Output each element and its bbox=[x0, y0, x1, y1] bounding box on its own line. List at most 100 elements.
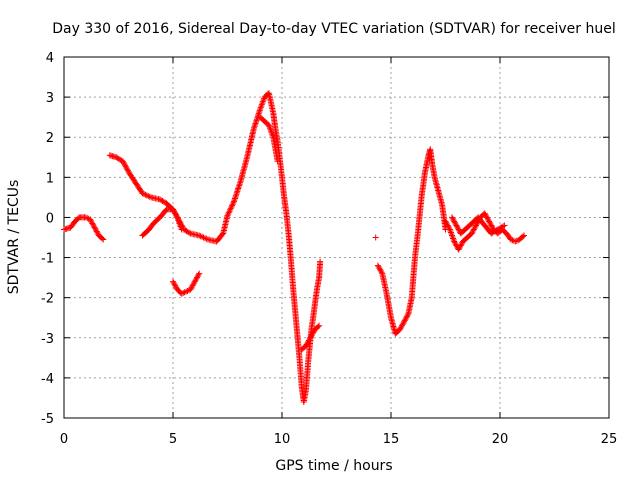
data-point bbox=[227, 205, 234, 212]
data-point bbox=[188, 285, 195, 292]
data-points bbox=[61, 90, 527, 405]
data-point bbox=[509, 237, 516, 244]
data-point bbox=[178, 221, 184, 228]
data-point bbox=[450, 217, 457, 224]
data-point bbox=[196, 232, 203, 239]
data-point bbox=[174, 214, 181, 221]
chart-title: Day 330 of 2016, Sidereal Day-to-day VTE… bbox=[52, 21, 615, 37]
data-point bbox=[139, 190, 146, 197]
data-point bbox=[274, 158, 281, 165]
data-point bbox=[145, 193, 152, 200]
data-point bbox=[404, 312, 411, 318]
data-point bbox=[500, 223, 507, 230]
data-point bbox=[180, 290, 187, 296]
data-point bbox=[378, 269, 385, 276]
data-point bbox=[308, 333, 315, 340]
data-point bbox=[519, 233, 526, 240]
data-point bbox=[376, 265, 383, 272]
data-point bbox=[452, 221, 459, 228]
data-point bbox=[454, 225, 461, 232]
data-point bbox=[172, 210, 179, 217]
data-point bbox=[487, 221, 494, 228]
data-point bbox=[468, 230, 475, 237]
data-point bbox=[87, 216, 94, 223]
data-point bbox=[457, 242, 464, 249]
data-point bbox=[403, 314, 410, 321]
data-point bbox=[123, 165, 130, 171]
data-point bbox=[482, 211, 489, 218]
data-point bbox=[177, 219, 184, 226]
data-point bbox=[122, 163, 129, 170]
data-point bbox=[398, 324, 405, 331]
data-point bbox=[455, 226, 462, 233]
data-point bbox=[90, 223, 97, 230]
y-tick-label: 0 bbox=[46, 211, 54, 226]
data-point bbox=[171, 281, 178, 288]
data-point bbox=[175, 215, 182, 222]
data-point bbox=[225, 209, 232, 216]
y-axis-label: SDTVAR / TECUs bbox=[6, 180, 22, 295]
data-point bbox=[194, 274, 200, 281]
y-tick-label: -3 bbox=[41, 332, 54, 347]
data-point bbox=[186, 229, 193, 236]
data-point bbox=[305, 338, 312, 345]
data-point bbox=[229, 202, 236, 209]
x-axis-label: GPS time / hours bbox=[275, 458, 392, 474]
data-point bbox=[316, 322, 323, 329]
data-point bbox=[225, 211, 232, 217]
y-tick-label: 3 bbox=[46, 91, 54, 106]
y-tick-label: -4 bbox=[41, 372, 54, 387]
x-tick-label: 15 bbox=[383, 432, 400, 447]
data-point bbox=[183, 288, 190, 295]
data-point bbox=[226, 208, 233, 215]
y-tick-label: 4 bbox=[46, 51, 54, 66]
data-point bbox=[196, 270, 203, 277]
data-point bbox=[521, 232, 527, 239]
data-point bbox=[193, 275, 200, 282]
grid bbox=[64, 57, 609, 418]
data-point bbox=[485, 217, 492, 224]
x-tick-label: 0 bbox=[60, 432, 68, 447]
data-point bbox=[404, 313, 410, 320]
data-point bbox=[171, 209, 178, 216]
x-tick-label: 25 bbox=[601, 432, 618, 447]
data-point bbox=[372, 234, 379, 241]
data-point bbox=[100, 236, 107, 243]
data-point bbox=[228, 204, 235, 210]
data-point bbox=[400, 320, 407, 327]
y-tick-label: -1 bbox=[41, 252, 54, 267]
data-point bbox=[191, 280, 198, 286]
y-tick-label: -2 bbox=[41, 292, 54, 307]
data-point bbox=[202, 235, 208, 242]
x-tick-label: 10 bbox=[274, 432, 291, 447]
y-tick-label: -5 bbox=[41, 412, 54, 427]
data-point bbox=[471, 225, 478, 232]
data-point bbox=[229, 201, 236, 208]
data-point bbox=[315, 323, 321, 330]
data-point bbox=[87, 217, 94, 224]
plot-frame bbox=[63, 56, 610, 419]
data-point bbox=[99, 235, 106, 242]
data-point bbox=[303, 342, 309, 349]
data-point bbox=[444, 222, 451, 229]
data-point bbox=[120, 159, 127, 166]
data-point bbox=[93, 227, 99, 234]
data-point bbox=[472, 223, 479, 230]
data-point bbox=[455, 246, 462, 253]
data-point bbox=[119, 158, 126, 165]
data-point bbox=[469, 229, 476, 236]
data-point bbox=[512, 238, 519, 245]
data-point bbox=[224, 212, 231, 219]
data-point bbox=[199, 233, 206, 240]
data-point bbox=[444, 221, 450, 228]
y-tick-label: 2 bbox=[46, 131, 54, 146]
data-point bbox=[172, 282, 179, 289]
data-point bbox=[90, 221, 97, 228]
x-tick-label: 5 bbox=[169, 432, 177, 447]
data-point bbox=[84, 215, 91, 222]
data-point bbox=[227, 206, 234, 213]
data-point bbox=[230, 199, 237, 206]
data-point bbox=[188, 284, 195, 290]
